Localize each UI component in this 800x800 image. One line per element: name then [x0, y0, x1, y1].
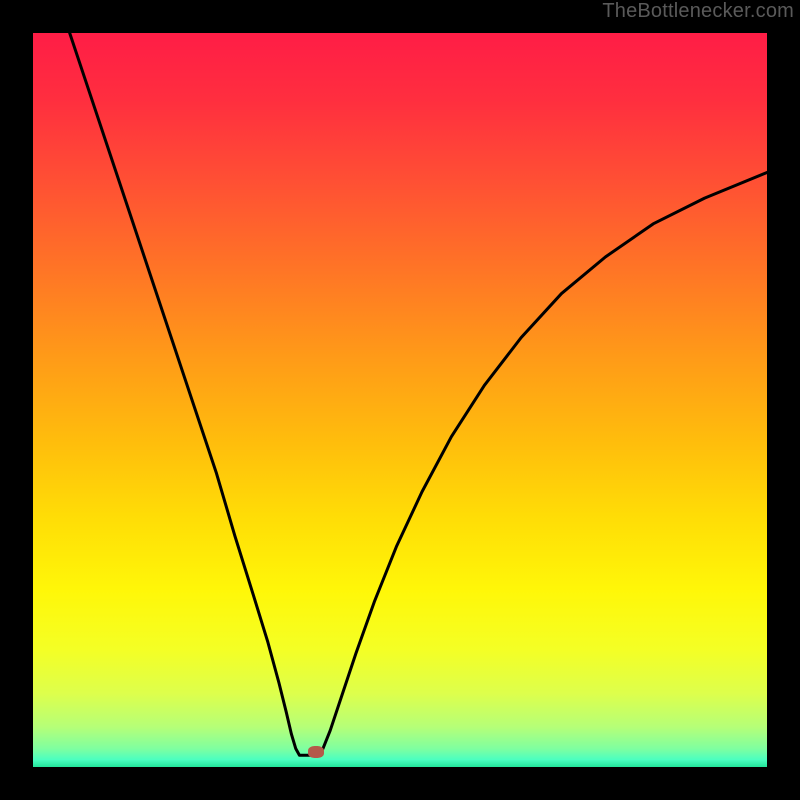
curve-path	[70, 33, 767, 755]
plot-area	[33, 33, 767, 767]
optimum-marker	[308, 746, 324, 758]
plot-background	[33, 33, 767, 767]
watermark-text: TheBottlenecker.com	[602, 0, 794, 23]
bottleneck-curve	[33, 33, 767, 767]
chart-frame: TheBottlenecker.com	[0, 0, 800, 800]
